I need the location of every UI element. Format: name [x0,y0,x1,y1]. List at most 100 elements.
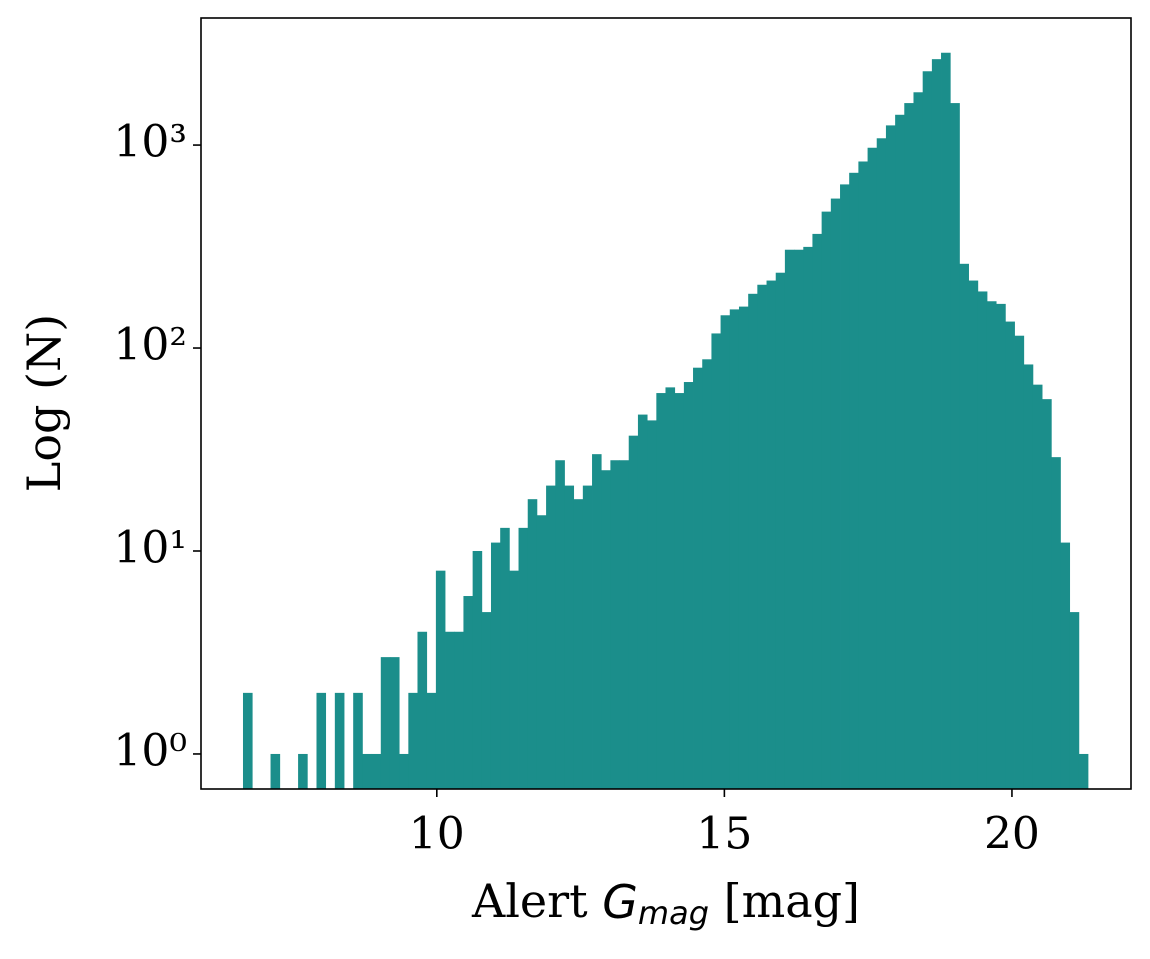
y-tick-label: 10⁰ [113,725,187,776]
bar [840,184,850,790]
bar [950,103,960,789]
bar [619,460,630,789]
bar [628,435,639,789]
plot-frame [200,17,1132,790]
bar [693,367,703,789]
bar [270,753,281,789]
x-label-subscript: mag [638,894,709,932]
bar [1069,612,1080,789]
y-tick-label: 10³ [113,117,187,168]
x-label-symbol: G [602,875,638,929]
bar [895,114,905,790]
bar [610,460,620,789]
y-axis-label: Log (N) [17,314,71,492]
bar [389,657,400,789]
bar [536,515,547,789]
bar [601,470,611,789]
x-tick-label: 20 [984,809,1040,860]
bar [794,249,804,789]
bar [1014,335,1025,789]
bar [564,485,575,789]
bar [922,71,933,789]
y-tick-label: 10² [113,320,187,371]
bar [830,198,841,790]
bar [592,454,602,789]
bar [527,499,538,789]
bar [757,284,767,789]
bar [1078,753,1089,789]
bar [867,147,878,790]
bar [408,692,418,789]
bar [766,280,777,789]
bar [435,570,446,789]
bar [445,631,455,789]
bar [463,596,474,789]
bar [986,301,997,789]
bar [977,291,988,789]
bar [417,631,428,789]
bar [242,692,253,789]
bar [555,460,565,789]
bar [858,161,868,789]
bar [959,263,969,789]
bar [472,550,483,789]
bar [904,103,914,789]
x-label-suffix: [mag] [709,874,860,928]
bar [941,52,951,790]
bar [573,499,584,789]
bar [711,333,721,789]
bar [821,211,832,789]
bar [665,387,676,789]
bar [637,414,648,789]
bar [362,753,372,789]
bar [426,692,437,789]
bar [1023,364,1034,789]
bar [500,527,510,789]
bar [931,59,942,790]
x-label-prefix: Alert [471,874,602,928]
bar [380,657,391,789]
bar [803,246,813,789]
bar [913,92,924,790]
bar [546,485,556,789]
bar [996,303,1006,789]
bar [1051,457,1061,789]
bar [371,753,382,789]
bar [812,233,823,790]
bars [242,52,1089,790]
bar [1042,399,1052,789]
bar [353,692,363,789]
bar [454,631,464,789]
bar [490,542,501,789]
bar [720,315,731,789]
bar [729,309,740,789]
bar [316,692,327,789]
bar [784,249,795,789]
y-tick-label: 10¹ [113,522,187,573]
bar [849,172,859,789]
bar [298,753,308,789]
bar [334,692,345,789]
x-axis-label: Alert Gmag [mag] [471,874,860,932]
bar [656,393,666,789]
bar [702,359,712,789]
bar [748,293,758,789]
bar [876,138,887,789]
bar [738,306,749,789]
bar [968,280,979,789]
bar [683,382,694,789]
x-tick-label: 10 [409,809,465,860]
bar [775,272,786,789]
bar [674,393,685,789]
bar [885,125,896,789]
bar [1060,542,1071,789]
bar [399,753,409,789]
bar [481,612,492,789]
bar [647,420,657,789]
bar [1005,321,1015,789]
bar [582,485,593,789]
x-tick-label: 15 [696,809,752,860]
bar [1032,384,1043,789]
